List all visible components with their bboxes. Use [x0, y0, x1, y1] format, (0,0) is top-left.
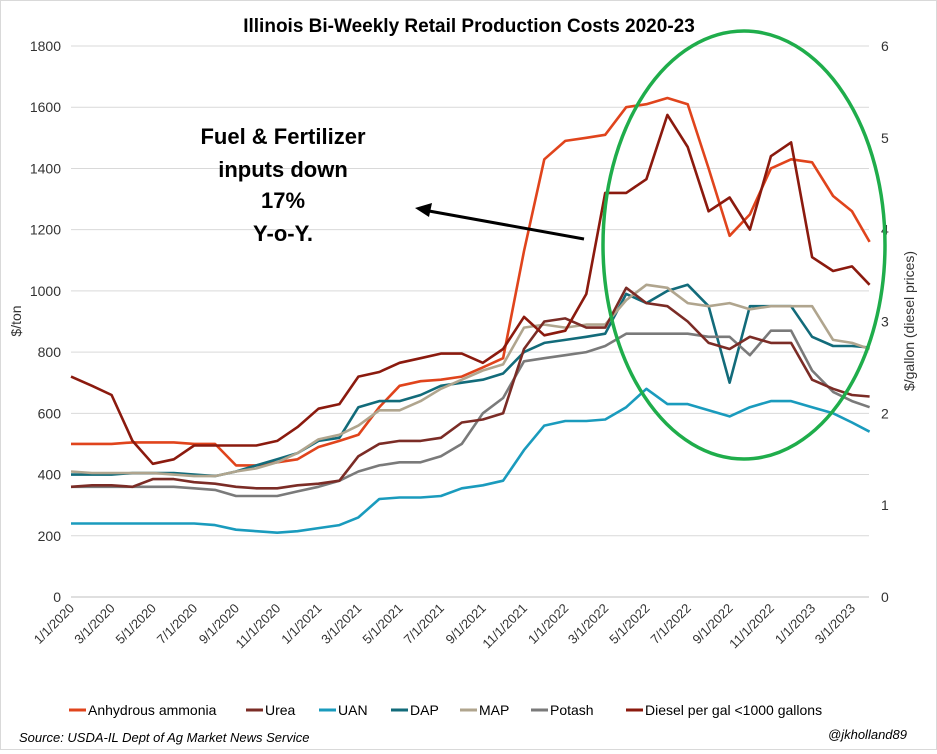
annotation-line: inputs down: [218, 157, 348, 182]
legend-item: Diesel per gal <1000 gallons: [626, 702, 822, 718]
source-note: Source: USDA-IL Dept of Ag Market News S…: [19, 730, 309, 745]
x-tick-label: 11/1/2021: [479, 601, 530, 652]
annotation-line: Y-o-Y.: [253, 221, 313, 246]
legend-item: UAN: [319, 702, 368, 718]
series-line-potash: [71, 329, 871, 498]
x-tick-label: 1/1/2022: [525, 601, 571, 647]
x-tick-label: 1/1/2023: [772, 601, 818, 647]
legend-item: DAP: [391, 702, 439, 718]
credit: @jkholland89: [828, 727, 907, 742]
y-tick-label: 1200: [30, 222, 61, 238]
x-tick-label: 7/1/2022: [647, 601, 693, 647]
y-tick-label: 800: [38, 344, 62, 360]
y2-tick-label: 0: [881, 589, 889, 605]
y2-tick-label: 3: [881, 314, 889, 330]
series-line-urea: [70, 286, 870, 490]
y-tick-label: 200: [38, 528, 62, 544]
x-tick-label: 11/1/2020: [233, 601, 284, 652]
y-tick-label: 1000: [30, 283, 61, 299]
series-line-diesel-per-gal-1000-gallons: [70, 113, 871, 466]
legend-label: Diesel per gal <1000 gallons: [645, 702, 822, 718]
x-tick-label: 1/1/2020: [31, 601, 77, 647]
legend-item: Anhydrous ammonia: [69, 702, 217, 718]
y-tick-label: 600: [38, 405, 62, 421]
highlight-ellipse: [601, 29, 887, 461]
series-line-map: [70, 283, 871, 478]
x-tick-label: 3/1/2023: [812, 601, 858, 647]
legend-label: Potash: [550, 702, 594, 718]
legend-label: Urea: [265, 702, 296, 718]
y2-axis-label: $/gallon (diesel prices): [901, 251, 917, 391]
x-tick-label: 5/1/2021: [359, 601, 405, 647]
chart-title: Illinois Bi-Weekly Retail Production Cos…: [243, 16, 695, 37]
x-tick-label: 1/1/2021: [278, 601, 324, 647]
legend-label: Anhydrous ammonia: [88, 702, 217, 718]
legend-item: MAP: [460, 702, 509, 718]
y-tick-label: 400: [38, 467, 62, 483]
series-line-anhydrous-ammonia: [71, 96, 871, 467]
legend-item: Potash: [531, 702, 594, 718]
y-tick-label: 1800: [30, 38, 61, 54]
y-axis-label: $/ton: [8, 305, 24, 336]
x-tick-label: 3/1/2022: [565, 601, 611, 647]
arrow: [415, 203, 585, 241]
legend-item: Urea: [246, 702, 296, 718]
annotation-line: 17%: [261, 188, 305, 213]
x-tick-label: 11/1/2022: [726, 601, 777, 652]
y-tick-label: 1600: [30, 99, 61, 115]
legend-label: MAP: [479, 702, 509, 718]
legend-label: DAP: [410, 702, 439, 718]
y2-tick-label: 2: [881, 405, 889, 421]
annotation: Fuel & Fertilizer inputs down 17% Y-o-Y.: [200, 124, 365, 246]
x-tick-label: 5/1/2022: [606, 601, 652, 647]
x-tick-label: 7/1/2020: [154, 601, 200, 647]
legend: Anhydrous ammonia Urea UAN DAP MAP Potash Dies…: [69, 702, 822, 718]
series-line-uan: [71, 387, 871, 535]
x-tick-label: 7/1/2021: [401, 601, 447, 647]
y2-tick-label: 6: [881, 38, 889, 54]
y-tick-label: 1400: [30, 160, 61, 176]
legend-label: UAN: [338, 702, 368, 718]
y-tick-label: 0: [53, 589, 61, 605]
y2-tick-label: 1: [881, 497, 889, 513]
x-tick-label: 3/1/2020: [71, 601, 117, 647]
x-tick-label: 5/1/2020: [113, 601, 159, 647]
annotation-line: Fuel & Fertilizer: [200, 124, 365, 149]
y2-tick-label: 5: [881, 130, 889, 146]
x-tick-label: 3/1/2021: [318, 601, 364, 647]
